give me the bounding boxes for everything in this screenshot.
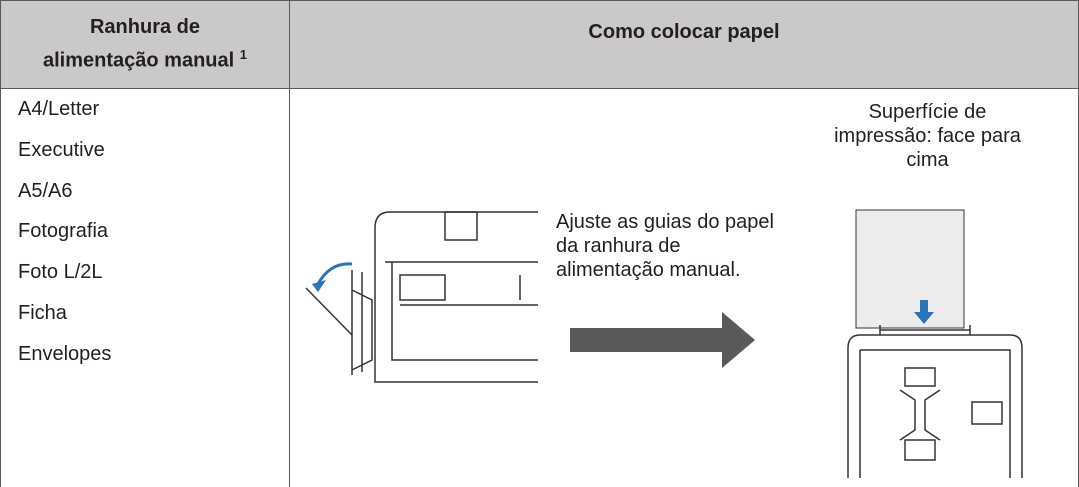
instruction: Ajuste as guias do papel da ranhura de ali… xyxy=(556,210,774,282)
paper-type: Fotografia xyxy=(18,220,109,243)
instruction-line: da ranhura de xyxy=(556,235,681,257)
print-side-label: Superfície de impressão: face para cima xyxy=(820,100,1035,172)
border xyxy=(0,0,1,487)
label-line: cima xyxy=(906,149,949,171)
header-cell: Ranhura de alimentação manual 1 xyxy=(1,0,289,88)
header-text: alimentação manual 1 xyxy=(43,41,247,75)
paper-type: A4/Letter xyxy=(18,98,100,120)
rotate-arrow-head xyxy=(312,280,326,292)
printer-drawing xyxy=(847,325,1023,478)
paper-type: Ficha xyxy=(18,302,67,324)
border xyxy=(289,0,290,487)
paper-type: Executive xyxy=(18,138,105,161)
footnote-ref: 1 xyxy=(239,47,247,63)
insert-arrow xyxy=(914,300,934,324)
paper-type: Foto L/2L xyxy=(18,261,103,284)
header-cell: Como colocar papel xyxy=(290,0,1078,88)
header-text: Como colocar papel xyxy=(588,21,780,43)
paper-type: A5/A6 xyxy=(18,179,73,202)
border xyxy=(0,88,1079,89)
printer-drawing xyxy=(305,211,538,383)
label-line: impressão: face para xyxy=(834,125,1021,147)
arrow xyxy=(570,312,755,368)
header-line: alimentação manual xyxy=(43,49,235,72)
border xyxy=(0,0,1079,1)
instruction-line: Ajuste as guias do papel xyxy=(556,211,774,233)
header-text: Ranhura de xyxy=(90,13,200,41)
header-line: Ranhura de xyxy=(89,16,201,39)
instruction-line: alimentação manual. xyxy=(556,259,741,281)
label-line: Superfície de xyxy=(868,101,987,123)
rotate-arrow xyxy=(316,262,353,285)
paper xyxy=(855,209,965,329)
paper-type: Envelopes xyxy=(18,342,112,365)
